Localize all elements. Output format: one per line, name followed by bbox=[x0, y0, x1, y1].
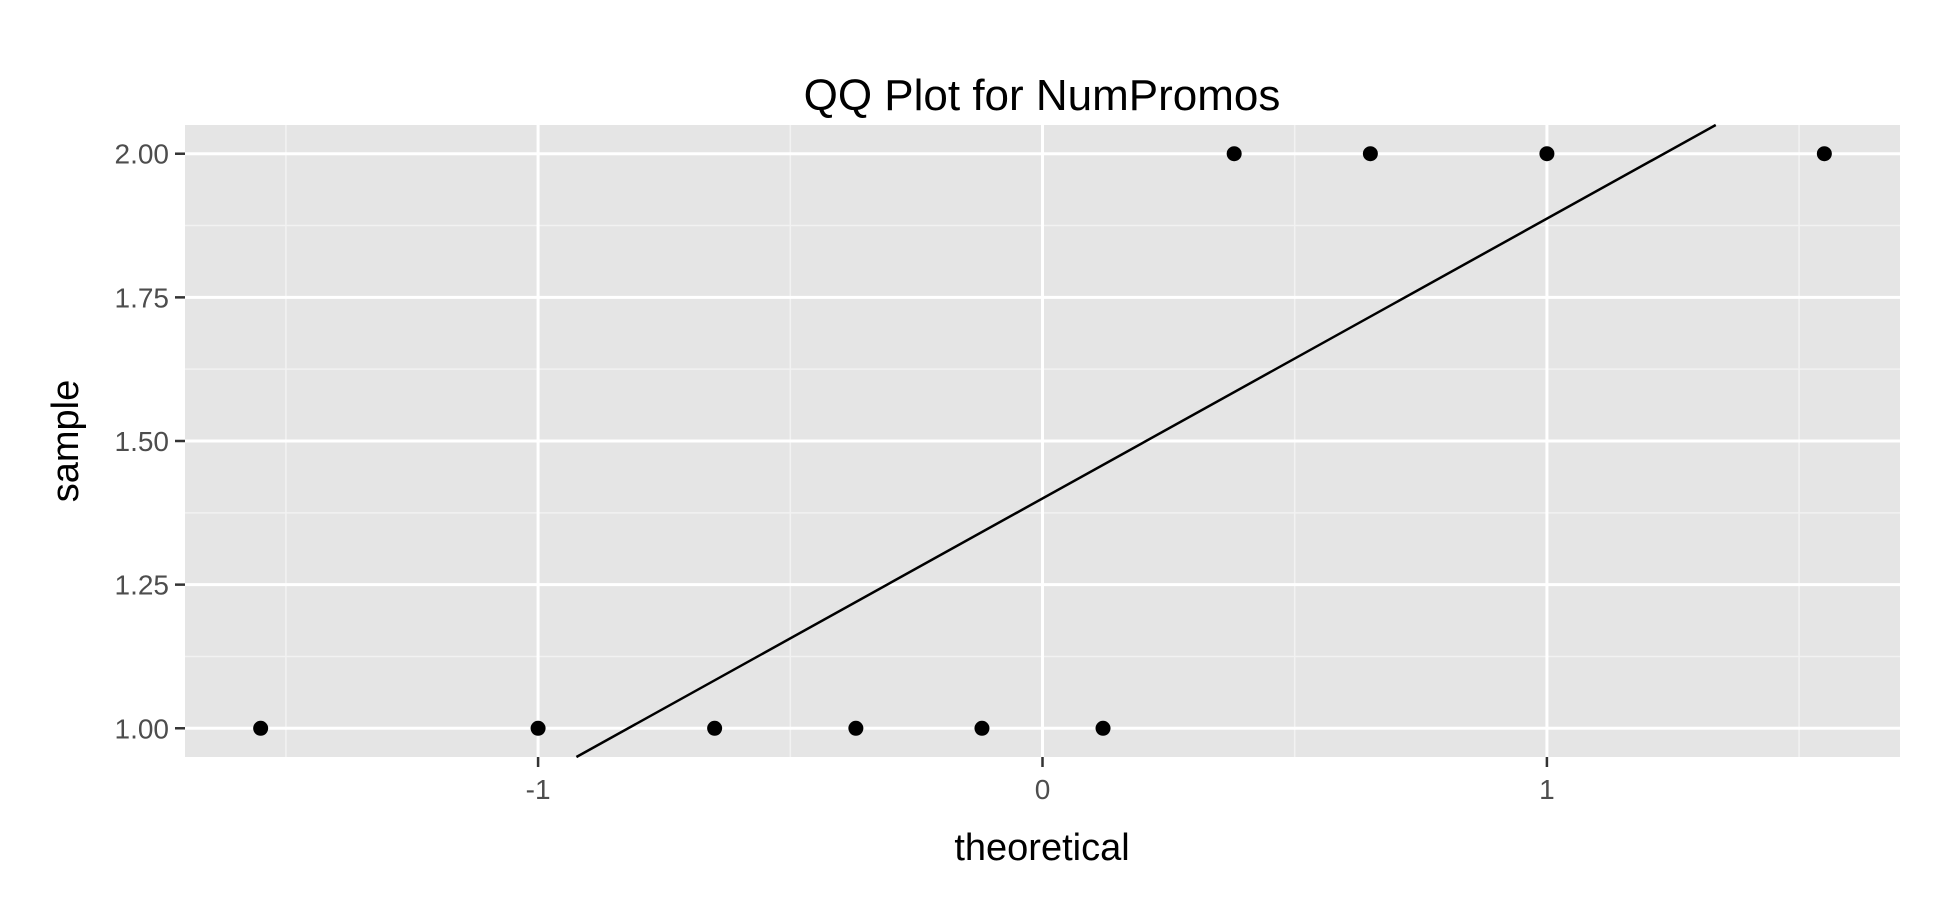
grid-major bbox=[185, 125, 1900, 757]
data-points bbox=[253, 146, 1832, 736]
data-point-2 bbox=[707, 720, 723, 736]
data-point-8 bbox=[1539, 146, 1555, 162]
y-tick-label-4: 2.00 bbox=[115, 139, 170, 170]
reference-line-group bbox=[575, 123, 1717, 759]
y-tick-label-3: 1.75 bbox=[115, 282, 170, 313]
y-axis-label: sample bbox=[45, 380, 87, 503]
axis-ticks bbox=[175, 152, 1549, 767]
reference-line bbox=[575, 123, 1717, 759]
x-axis-label: theoretical bbox=[954, 827, 1129, 869]
y-tick-label-1: 1.25 bbox=[115, 570, 170, 601]
data-point-1 bbox=[530, 720, 546, 736]
x-tick-label-2: 1 bbox=[1539, 774, 1555, 805]
tick-labels: -1 0 1 1.00 1.25 1.50 1.75 2.00 bbox=[115, 139, 1555, 805]
x-tick-label-0: -1 bbox=[526, 774, 551, 805]
data-point-7 bbox=[1362, 146, 1378, 162]
y-tick-label-0: 1.00 bbox=[115, 713, 170, 744]
x-tick-label-1: 0 bbox=[1035, 774, 1051, 805]
chart-title: QQ Plot for NumPromos bbox=[804, 71, 1281, 120]
data-point-3 bbox=[848, 720, 864, 736]
data-point-4 bbox=[974, 720, 990, 736]
data-point-6 bbox=[1226, 146, 1242, 162]
data-point-9 bbox=[1816, 146, 1832, 162]
data-point-0 bbox=[253, 720, 269, 736]
y-tick-label-2: 1.50 bbox=[115, 426, 170, 457]
data-point-5 bbox=[1095, 720, 1111, 736]
